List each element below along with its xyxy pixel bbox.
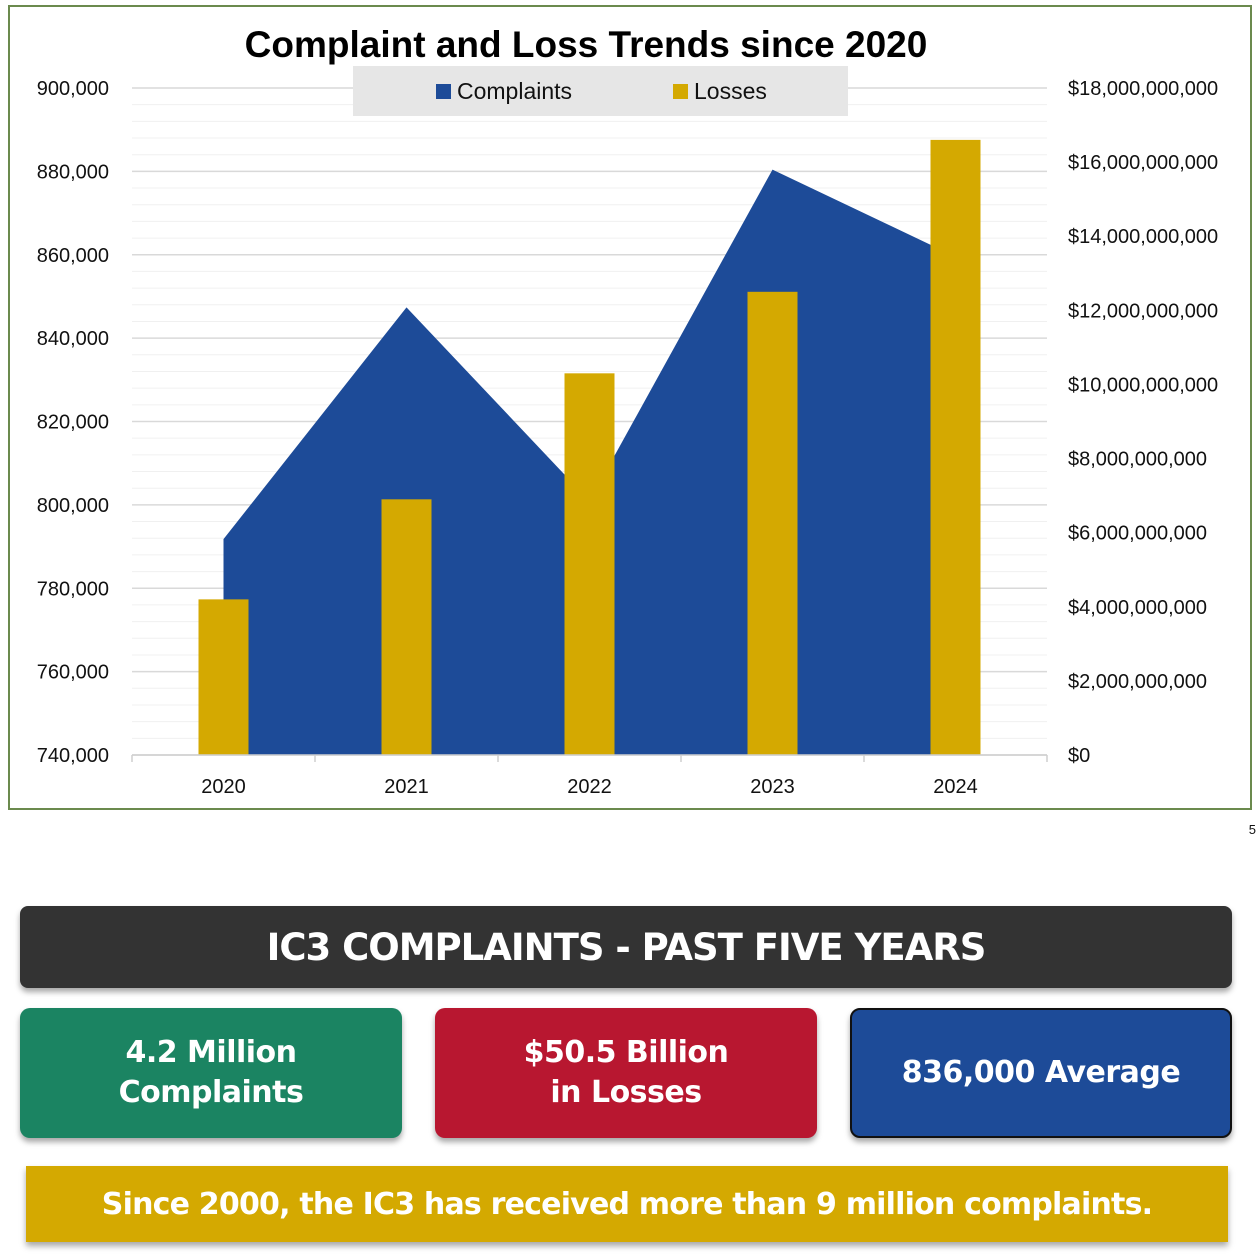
page-number: 5: [1248, 822, 1256, 837]
axes: 2020 2021 2022 2023 2024 740,000 760,000 780,00…: [37, 78, 1218, 798]
x-tick-label: 2020: [201, 776, 246, 798]
stat-card-complaints-label: Complaints: [118, 1075, 304, 1110]
y-right-tick-label: $0: [1068, 745, 1090, 767]
y-right-tick-label: $10,000,000,000: [1068, 374, 1218, 396]
y-left-tick-label: 760,000: [37, 662, 109, 684]
losses-bar-2024: [930, 139, 981, 755]
stat-card-losses: $50.5 Billion in Losses: [435, 1008, 817, 1138]
losses-bar-2022: [564, 373, 615, 755]
y-left-tick-label: 820,000: [37, 412, 109, 434]
y-right-tick-label: $2,000,000,000: [1068, 671, 1207, 693]
x-tick-label: 2023: [750, 776, 795, 798]
chart-panel: 2020 2021 2022 2023 2024 740,000 760,000 780,00…: [8, 5, 1252, 810]
legend-label-losses: Losses: [694, 78, 767, 104]
losses-series: [198, 139, 981, 755]
y-left-tick-label: 740,000: [37, 745, 109, 767]
x-tick-label: 2021: [384, 776, 429, 798]
y-left-tick-label: 800,000: [37, 495, 109, 517]
legend-label-complaints: Complaints: [457, 78, 572, 104]
losses-bar-2020: [198, 599, 249, 755]
y-left-tick-label: 880,000: [37, 161, 109, 183]
y-left-tick-label: 860,000: [37, 245, 109, 267]
y-left-tick-label: 840,000: [37, 328, 109, 350]
summary-banner: IC3 COMPLAINTS - PAST FIVE YEARS: [20, 906, 1232, 988]
y-right-tick-label: $4,000,000,000: [1068, 597, 1207, 619]
y-right-tick-label: $16,000,000,000: [1068, 152, 1218, 174]
losses-bar-2023: [747, 291, 798, 755]
chart-title: Complaint and Loss Trends since 2020: [245, 24, 928, 65]
stat-card-complaints: 4.2 Million Complaints: [20, 1008, 402, 1138]
stat-card-average-value: 836,000 Average: [901, 1054, 1181, 1090]
x-tick-label: 2022: [567, 776, 612, 798]
legend-swatch-losses: [673, 84, 688, 99]
chart: 2020 2021 2022 2023 2024 740,000 760,000 780,00…: [37, 24, 1218, 798]
legend-background: [353, 66, 848, 116]
y-left-tick-label: 900,000: [37, 78, 109, 100]
legend: Complaints Losses: [353, 66, 848, 116]
y-right-tick-label: $8,000,000,000: [1068, 449, 1207, 471]
losses-bar-2021: [381, 499, 432, 755]
y-right-tick-label: $12,000,000,000: [1068, 300, 1218, 322]
stat-card-losses-value: $50.5 Billion: [523, 1034, 729, 1070]
y-right-tick-label: $18,000,000,000: [1068, 78, 1218, 100]
stat-card-complaints-value: 4.2 Million: [125, 1034, 297, 1070]
stat-card-losses-label: in Losses: [550, 1075, 702, 1110]
x-tick-label: 2024: [933, 776, 978, 798]
y-left-tick-label: 780,000: [37, 578, 109, 600]
footer-callout: Since 2000, the IC3 has received more th…: [26, 1166, 1228, 1242]
y-right-tick-label: $6,000,000,000: [1068, 523, 1207, 545]
stat-card-average: 836,000 Average: [850, 1008, 1232, 1138]
legend-swatch-complaints: [436, 84, 451, 99]
y-right-tick-label: $14,000,000,000: [1068, 226, 1218, 248]
